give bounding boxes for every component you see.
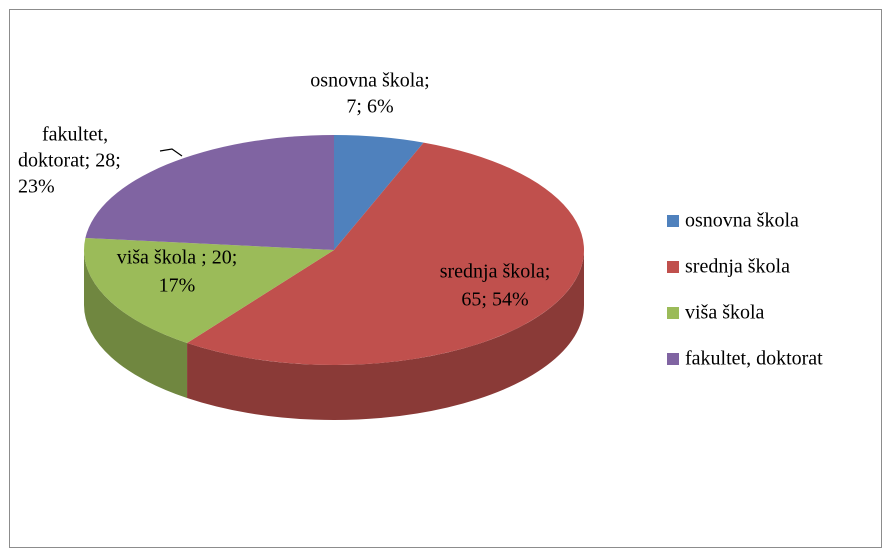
data-label: srednja škola;	[440, 261, 551, 283]
legend-swatch	[667, 353, 679, 365]
slice-side	[187, 250, 584, 420]
slice	[85, 135, 334, 250]
legend-swatch	[667, 307, 679, 319]
slice-side	[84, 250, 188, 399]
slice	[334, 135, 424, 250]
slice	[187, 142, 584, 365]
data-label: osnovna škola;	[310, 70, 429, 92]
legend-label: osnovna škola	[685, 210, 799, 232]
legend-label: fakultet, doktorat	[685, 348, 823, 370]
slice	[84, 237, 335, 344]
legend-label: viša škola	[685, 302, 765, 324]
data-label: 23%	[18, 176, 55, 198]
legend-label: srednja škola	[685, 256, 790, 278]
data-label: viša škola ; 20;	[117, 247, 238, 269]
leader-line	[159, 148, 183, 157]
data-label: fakultet,	[42, 124, 108, 146]
data-label: 7; 6%	[346, 96, 393, 118]
data-label: 17%	[159, 275, 196, 297]
legend-swatch	[667, 215, 679, 227]
data-label: 65; 54%	[461, 289, 528, 311]
legend-swatch	[667, 261, 679, 273]
data-label: doktorat; 28;	[18, 150, 121, 172]
